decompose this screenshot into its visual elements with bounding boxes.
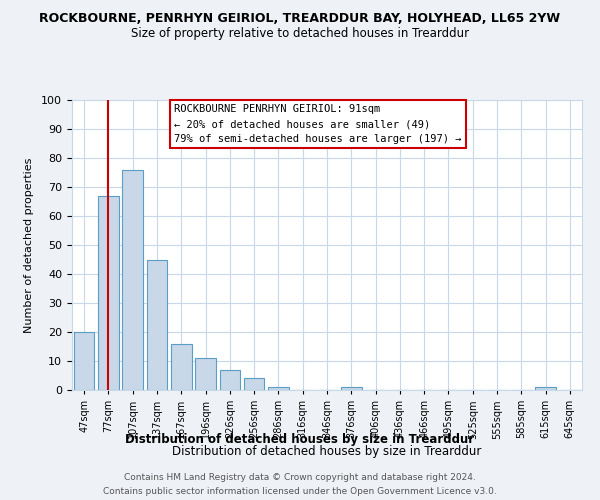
Text: Contains HM Land Registry data © Crown copyright and database right 2024.: Contains HM Land Registry data © Crown c…: [124, 472, 476, 482]
Bar: [122, 170, 143, 390]
X-axis label: Distribution of detached houses by size in Trearddur: Distribution of detached houses by size …: [172, 446, 482, 458]
Bar: [268, 387, 289, 390]
Bar: [146, 260, 167, 390]
Bar: [535, 387, 556, 390]
Text: Size of property relative to detached houses in Trearddur: Size of property relative to detached ho…: [131, 28, 469, 40]
Bar: [195, 358, 216, 390]
Bar: [74, 332, 94, 390]
Bar: [171, 344, 191, 390]
Bar: [220, 370, 240, 390]
Text: Contains public sector information licensed under the Open Government Licence v3: Contains public sector information licen…: [103, 488, 497, 496]
Bar: [341, 387, 362, 390]
Text: Distribution of detached houses by size in Trearddur: Distribution of detached houses by size …: [125, 432, 475, 446]
Y-axis label: Number of detached properties: Number of detached properties: [25, 158, 34, 332]
Bar: [98, 196, 119, 390]
Text: ROCKBOURNE PENRHYN GEIRIOL: 91sqm
← 20% of detached houses are smaller (49)
79% : ROCKBOURNE PENRHYN GEIRIOL: 91sqm ← 20% …: [174, 104, 461, 144]
Text: ROCKBOURNE, PENRHYN GEIRIOL, TREARDDUR BAY, HOLYHEAD, LL65 2YW: ROCKBOURNE, PENRHYN GEIRIOL, TREARDDUR B…: [40, 12, 560, 26]
Bar: [244, 378, 265, 390]
